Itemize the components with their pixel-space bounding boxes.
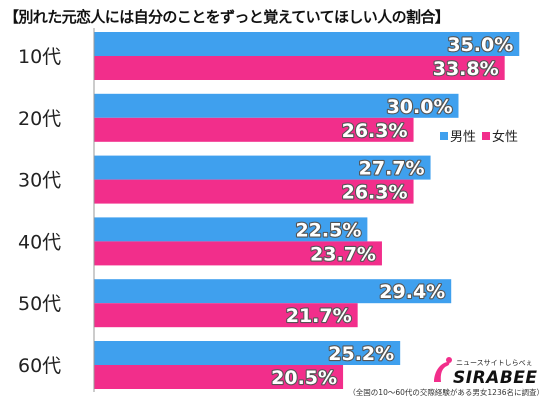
data-label-female-5: 21.7%: [286, 305, 352, 327]
bar-male-6: [94, 341, 401, 365]
legend-item-female: 女性: [482, 126, 518, 145]
sirabee-logo: ニュースサイトしらべぇ SIRABEE: [434, 357, 538, 386]
legend: 男性 女性: [440, 126, 524, 145]
legend-label-female: 女性: [492, 130, 519, 145]
bar-male-5: [94, 279, 452, 304]
bar-female-2: [94, 117, 414, 142]
data-label-male-5: 29.4%: [379, 281, 445, 303]
category-label-2: 20代: [18, 108, 61, 130]
bar-male-2: [94, 93, 459, 118]
bar-female-6: [94, 365, 344, 389]
logo-mark-icon: [434, 362, 450, 382]
data-label-male-3: 27.7%: [359, 158, 425, 180]
bar-female-4: [94, 241, 382, 266]
logo-brand: SIRABEE: [453, 368, 538, 386]
category-label-6: 60代: [18, 355, 61, 377]
legend-swatch-male: [440, 131, 448, 140]
category-label-1: 10代: [18, 46, 61, 68]
data-label-male-6: 25.2%: [328, 343, 394, 365]
chart-title: 【別れた元恋人には自分のことをずっと覚えていてほしい人の割合】: [4, 8, 450, 26]
data-label-female-4: 23.7%: [310, 243, 376, 265]
footnote: （全国の10〜60代の交際経験がある男女1236名に調査）: [348, 388, 544, 397]
legend-swatch-female: [482, 131, 491, 140]
data-label-male-2: 30.0%: [387, 96, 453, 118]
data-label-female-2: 26.3%: [342, 120, 408, 142]
category-label-4: 40代: [18, 231, 61, 253]
category-label-3: 30代: [18, 170, 61, 192]
data-label-female-6: 20.5%: [271, 367, 337, 389]
data-label-female-3: 26.3%: [342, 182, 408, 204]
logo-tagline: ニュースサイトしらべぇ: [456, 359, 533, 367]
bar-male-4: [94, 217, 368, 242]
legend-item-male: 男性: [440, 126, 476, 145]
data-label-female-1: 33.8%: [433, 58, 499, 80]
bar-female-3: [94, 179, 414, 204]
data-label-male-4: 22.5%: [295, 219, 361, 241]
bar-male-1: [94, 32, 520, 56]
bar-female-1: [94, 56, 505, 80]
bar-male-3: [94, 155, 431, 180]
bar-female-5: [94, 303, 358, 328]
legend-label-male: 男性: [450, 130, 477, 145]
logo-dot-icon: [446, 357, 452, 363]
category-label-5: 50代: [18, 293, 61, 315]
data-label-male-1: 35.0%: [447, 34, 513, 56]
